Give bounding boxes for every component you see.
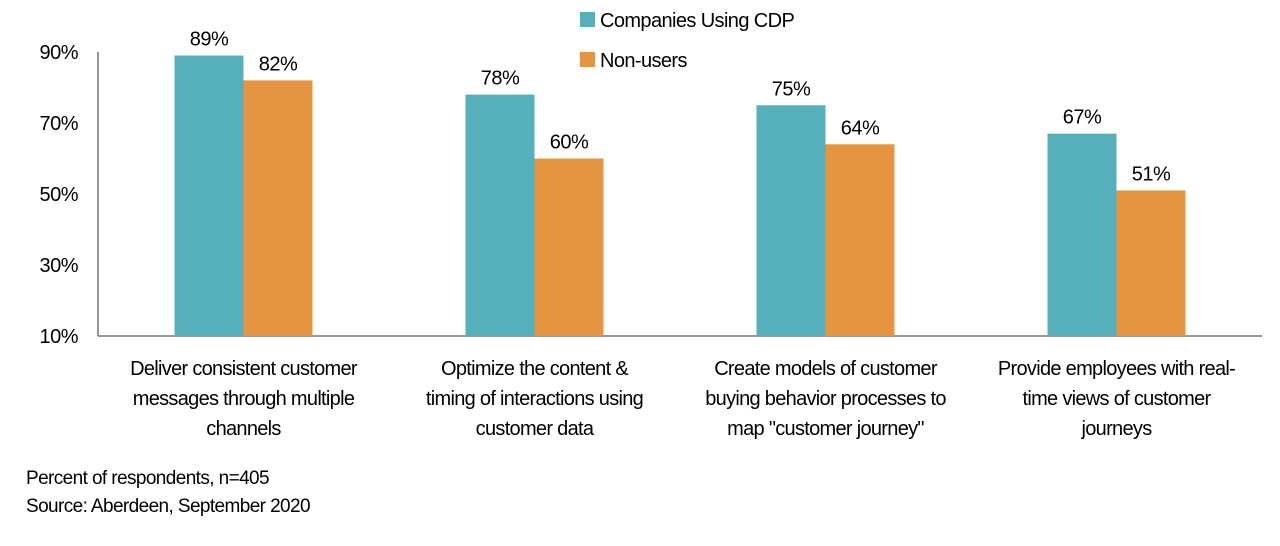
y-tick-label: 50%	[39, 184, 78, 206]
footer-source: Source: Aberdeen, September 2020	[26, 496, 310, 517]
bar-cdp	[756, 105, 826, 336]
y-tick-label: 30%	[39, 255, 78, 277]
data-label: 51%	[1132, 163, 1171, 185]
category-label: journeys	[1081, 418, 1153, 440]
data-label: 78%	[481, 68, 520, 90]
bar-cdp	[465, 94, 535, 336]
category-label: messages through multiple	[133, 388, 355, 410]
bar-non-users	[825, 144, 895, 336]
footer-note: Percent of respondents, n=405	[26, 468, 269, 489]
y-tick-label: 90%	[39, 42, 78, 64]
bar-cdp	[1047, 133, 1117, 336]
category-label: channels	[206, 418, 281, 440]
category-label: Create models of customer	[714, 358, 938, 380]
legend-label: Non-users	[600, 50, 687, 72]
y-tick-label: 10%	[39, 326, 78, 348]
data-label: 67%	[1063, 107, 1102, 129]
data-label: 89%	[190, 29, 229, 51]
legend-swatch	[580, 12, 595, 27]
legend-swatch	[580, 52, 595, 67]
data-label: 64%	[841, 117, 880, 139]
category-label: time views of customer	[1023, 388, 1212, 410]
bar-cdp	[174, 55, 244, 337]
data-label: 82%	[259, 53, 298, 75]
data-label: 60%	[550, 132, 589, 154]
legend-label: Companies Using CDP	[600, 10, 794, 32]
bar-non-users	[243, 80, 313, 337]
category-label: buying behavior processes to	[705, 388, 946, 410]
category-label: Deliver consistent customer	[130, 358, 358, 380]
bar-non-users	[1116, 190, 1186, 336]
y-tick-label: 70%	[39, 113, 78, 135]
category-label: map "customer journey"	[727, 418, 924, 440]
data-label: 75%	[772, 78, 811, 100]
bar-non-users	[534, 158, 604, 336]
category-label: Provide employees with real-	[998, 358, 1235, 380]
category-label: customer data	[476, 418, 595, 440]
category-label: Optimize the content &	[441, 358, 629, 380]
category-label: timing of interactions using	[426, 388, 643, 410]
